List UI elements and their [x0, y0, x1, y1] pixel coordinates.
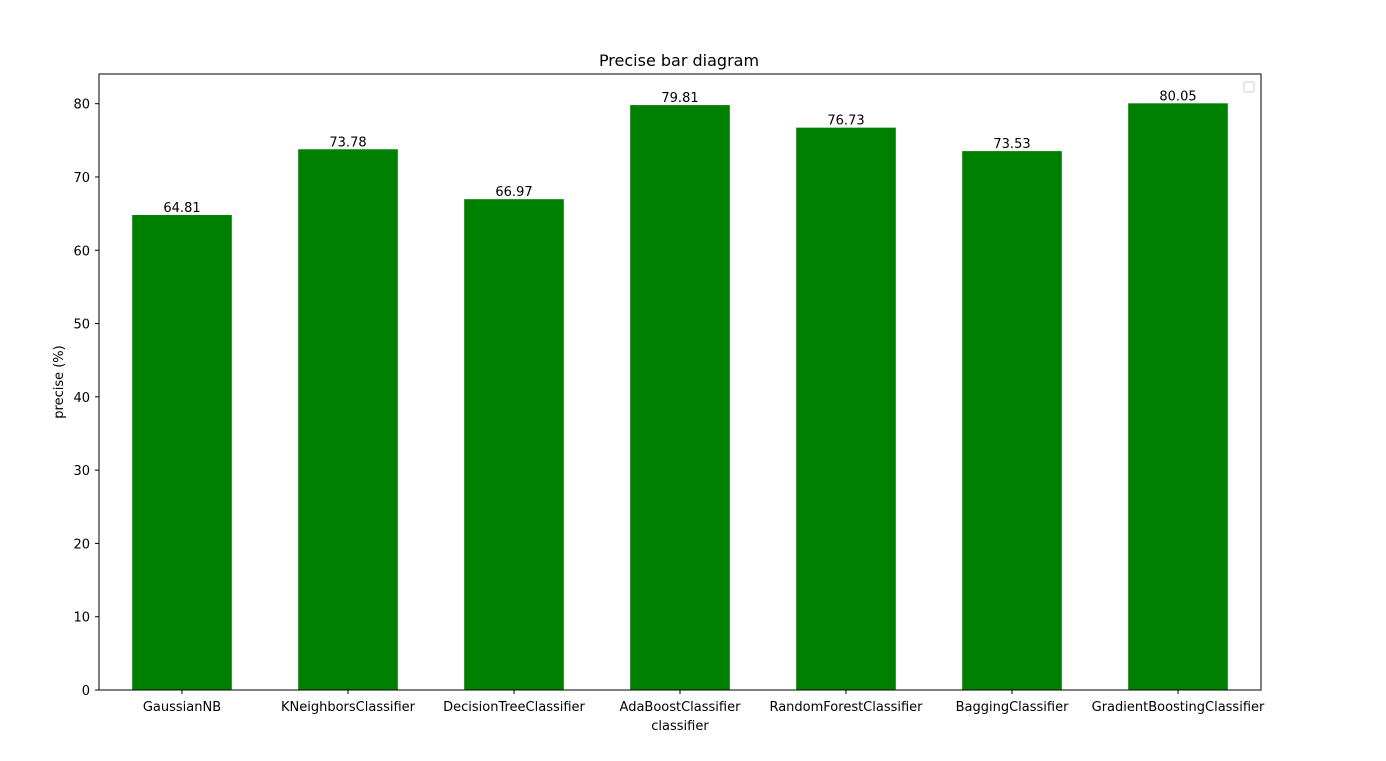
x-tick-label: KNeighborsClassifier: [281, 700, 416, 715]
y-tick-label: 80: [73, 98, 90, 113]
x-tick-label: RandomForestClassifier: [769, 700, 923, 715]
y-tick-label: 10: [73, 611, 90, 626]
y-tick-label: 30: [73, 464, 90, 479]
y-tick-label: 70: [73, 171, 90, 186]
x-axis-label: classifier: [651, 719, 709, 734]
y-tick-label: 0: [82, 684, 90, 699]
x-tick-label: GradientBoostingClassifier: [1092, 700, 1265, 715]
data-label: 76.73: [827, 114, 864, 129]
y-tick-label: 60: [73, 244, 90, 259]
x-tick-label: AdaBoostClassifier: [620, 700, 742, 715]
y-tick-label: 20: [73, 537, 90, 552]
y-axis-label: precise (%): [52, 345, 67, 418]
bar-KNeighborsClassifier: [298, 149, 398, 690]
chart-title: Precise bar diagram: [599, 51, 759, 70]
bar-GradientBoostingClassifier: [1128, 103, 1228, 691]
plot-frame: [98, 73, 1262, 691]
y-tick-label: 50: [73, 318, 90, 333]
bar-GaussianNB: [132, 215, 232, 690]
data-label: 66.97: [495, 185, 532, 200]
x-tick-label: BaggingClassifier: [956, 700, 1069, 715]
bar-BaggingClassifier: [962, 151, 1062, 690]
data-label: 64.81: [163, 201, 200, 216]
data-label: 80.05: [1159, 89, 1196, 104]
bar-RandomForestClassifier: [796, 127, 896, 690]
y-tick-label: 40: [73, 391, 90, 406]
x-tick-label: DecisionTreeClassifier: [443, 700, 585, 715]
bars-group: [132, 103, 1228, 691]
data-label: 73.78: [329, 135, 366, 150]
legend-box: [1243, 81, 1255, 93]
data-label: 79.81: [661, 91, 698, 106]
bar-AdaBoostClassifier: [630, 105, 730, 691]
x-tick-label: GaussianNB: [143, 700, 221, 715]
data-label: 73.53: [993, 137, 1030, 152]
data-labels-group: 64.81 73.78 66.97 79.81 76.73 73.53 80.05: [163, 89, 1196, 216]
y-axis: 0 10 20 30 40 50 60 70 80: [73, 98, 99, 699]
bar-DecisionTreeClassifier: [464, 199, 564, 690]
x-axis: GaussianNB KNeighborsClassifier DecisionTr…: [143, 690, 1265, 715]
